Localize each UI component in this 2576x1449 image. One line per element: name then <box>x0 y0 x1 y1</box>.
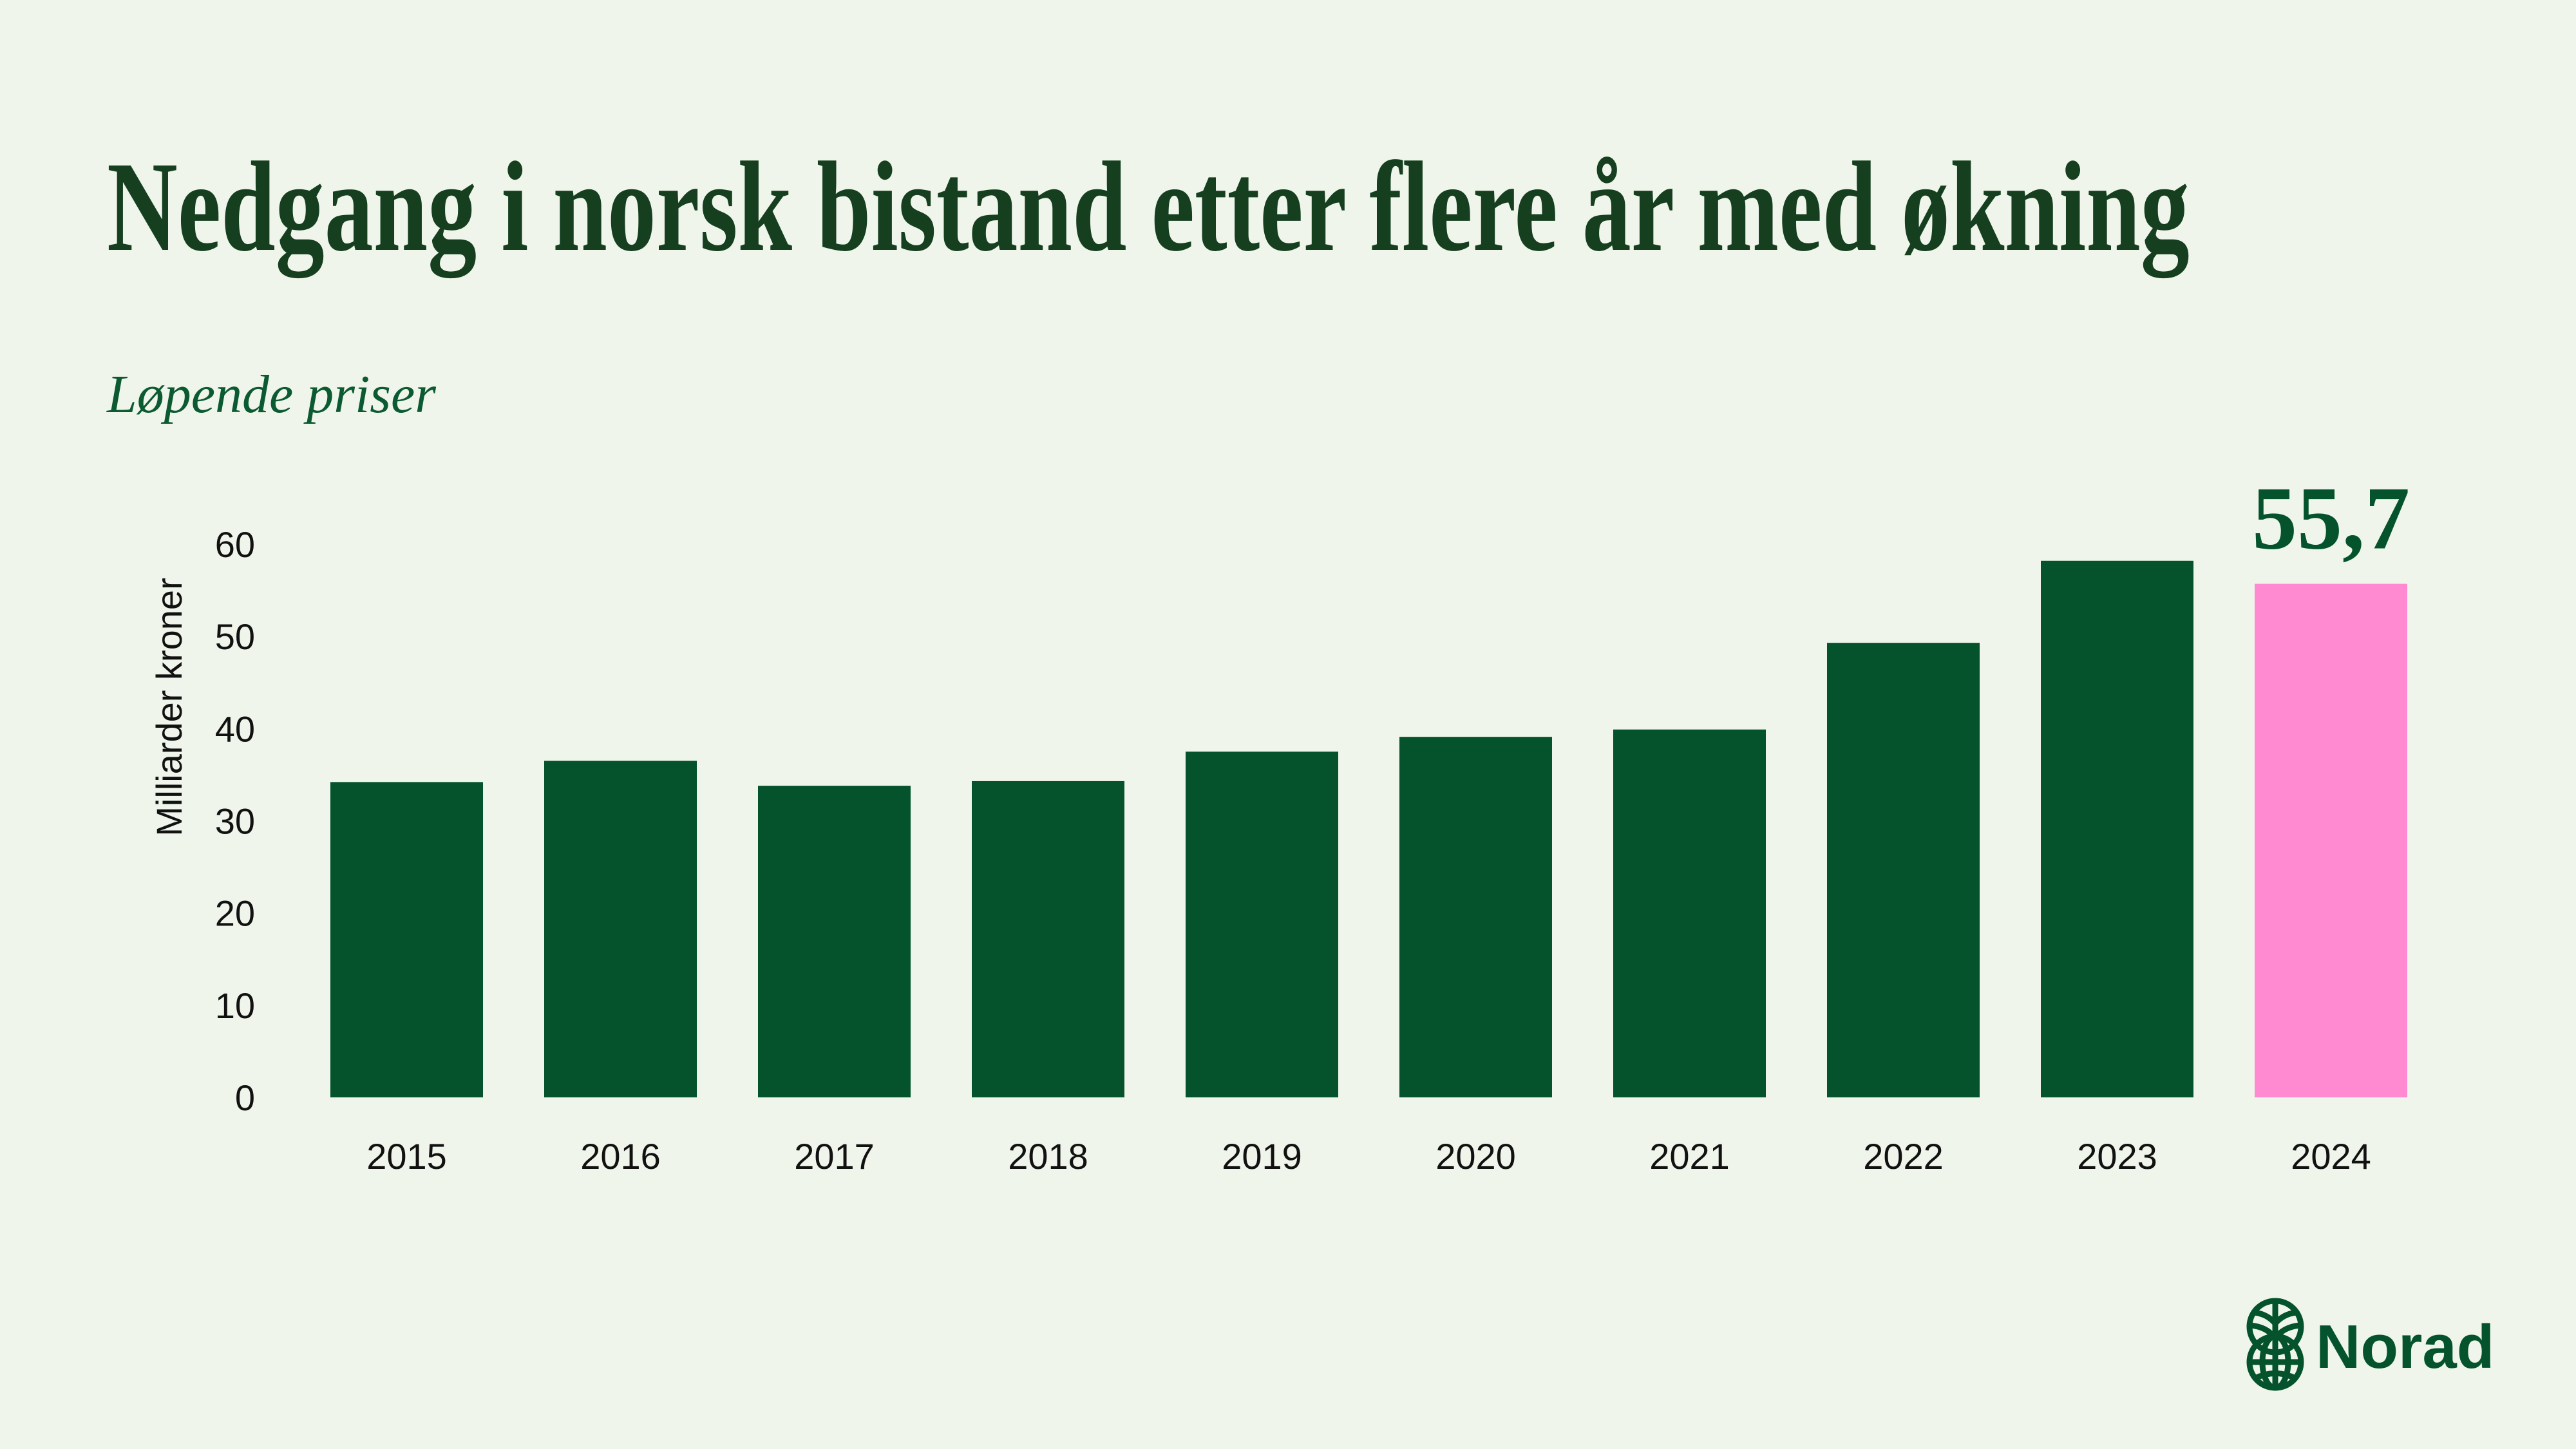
value-label-2024: 55,7 <box>2252 469 2410 569</box>
x-tick-label: 2016 <box>580 1136 661 1177</box>
x-tick-label: 2023 <box>2077 1136 2157 1177</box>
x-tick-label: 2019 <box>1222 1136 1302 1177</box>
x-tick-label: 2022 <box>1863 1136 1944 1177</box>
y-tick-label: 0 <box>235 1077 255 1118</box>
y-tick-label: 50 <box>215 616 255 657</box>
bar-2021 <box>1613 729 1766 1097</box>
bar-2023 <box>2041 560 2193 1097</box>
bar-2015 <box>330 782 483 1097</box>
bar-2017 <box>758 786 911 1097</box>
x-tick-label: 2017 <box>794 1136 875 1177</box>
y-tick-label: 10 <box>215 985 255 1026</box>
chart-title: Nedgang i norsk bistand etter flere år m… <box>107 136 2190 278</box>
norad-globe-leaf-icon <box>2246 1298 2304 1391</box>
y-tick-label: 40 <box>215 708 255 749</box>
bar-2019 <box>1186 752 1338 1097</box>
y-tick-label: 30 <box>215 801 255 842</box>
bar-2024 <box>2255 583 2407 1097</box>
norad-logo: Norad <box>2246 1298 2494 1391</box>
y-axis-title: Milliarder kroner <box>149 578 189 836</box>
x-tick-label: 2021 <box>1649 1136 1730 1177</box>
y-tick-label: 60 <box>215 524 255 565</box>
x-tick-label: 2024 <box>2291 1136 2371 1177</box>
brand-name: Norad <box>2316 1312 2494 1381</box>
x-tick-label: 2015 <box>366 1136 447 1177</box>
x-tick-label: 2020 <box>1435 1136 1516 1177</box>
x-tick-label: 2018 <box>1008 1136 1088 1177</box>
bar-2022 <box>1827 643 1980 1097</box>
y-tick-label: 20 <box>215 893 255 934</box>
bar-2020 <box>1399 737 1552 1097</box>
bar-2016 <box>544 761 697 1097</box>
chart-subtitle: Løpende priser <box>106 365 436 424</box>
bar-2018 <box>972 781 1124 1097</box>
